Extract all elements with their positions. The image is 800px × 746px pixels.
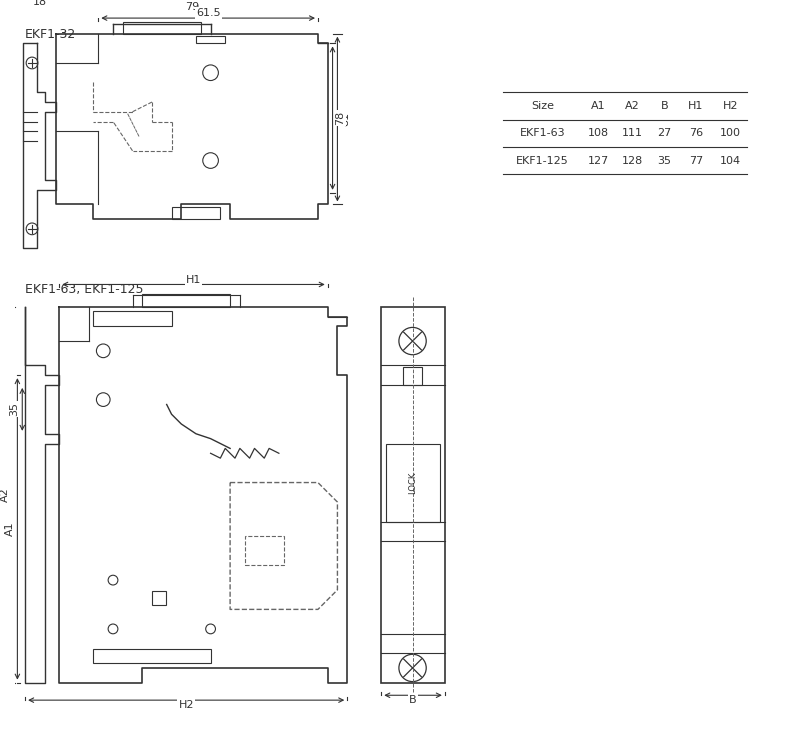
Bar [94,650,210,663]
Polygon shape [57,34,328,219]
Text: 35: 35 [658,156,671,166]
Bar [403,368,422,385]
Bar [196,36,226,43]
Bar [152,591,166,604]
Text: 18: 18 [33,0,47,7]
Text: 100: 100 [720,128,741,138]
Text: A1: A1 [591,101,606,111]
Text: 78: 78 [335,111,346,125]
Polygon shape [59,307,347,683]
Text: EKF1-32: EKF1-32 [25,28,77,41]
Bar [171,207,220,219]
Text: 27: 27 [657,128,671,138]
Text: LOCK: LOCK [408,471,417,494]
Text: 104: 104 [720,156,741,166]
Text: A2: A2 [0,487,10,502]
Bar [382,307,445,683]
Polygon shape [23,43,57,248]
Text: 79: 79 [185,2,199,13]
Text: A2: A2 [626,101,640,111]
Text: 77: 77 [689,156,703,166]
Text: H2: H2 [722,101,738,111]
Text: A1: A1 [5,521,14,536]
Polygon shape [25,307,59,683]
Text: H2: H2 [178,700,194,710]
Text: EKF1-63: EKF1-63 [519,128,565,138]
Text: 111: 111 [622,128,643,138]
Text: 108: 108 [588,128,609,138]
Text: B: B [661,101,668,111]
Text: EKF1-125: EKF1-125 [516,156,569,166]
Bar [142,294,230,307]
Text: H1: H1 [186,275,201,284]
Bar [386,444,440,521]
Text: 81: 81 [340,112,350,126]
Bar [245,536,284,565]
Text: 76: 76 [689,128,703,138]
Text: H1: H1 [688,101,704,111]
Text: EKF1-63, EKF1-125: EKF1-63, EKF1-125 [25,283,144,295]
Text: B: B [410,695,417,705]
Text: 35: 35 [10,402,19,416]
Text: 128: 128 [622,156,643,166]
Text: Size: Size [531,101,554,111]
Bar [94,311,171,327]
Text: 127: 127 [588,156,609,166]
Bar [122,22,201,34]
Text: 61.5: 61.5 [196,8,221,18]
